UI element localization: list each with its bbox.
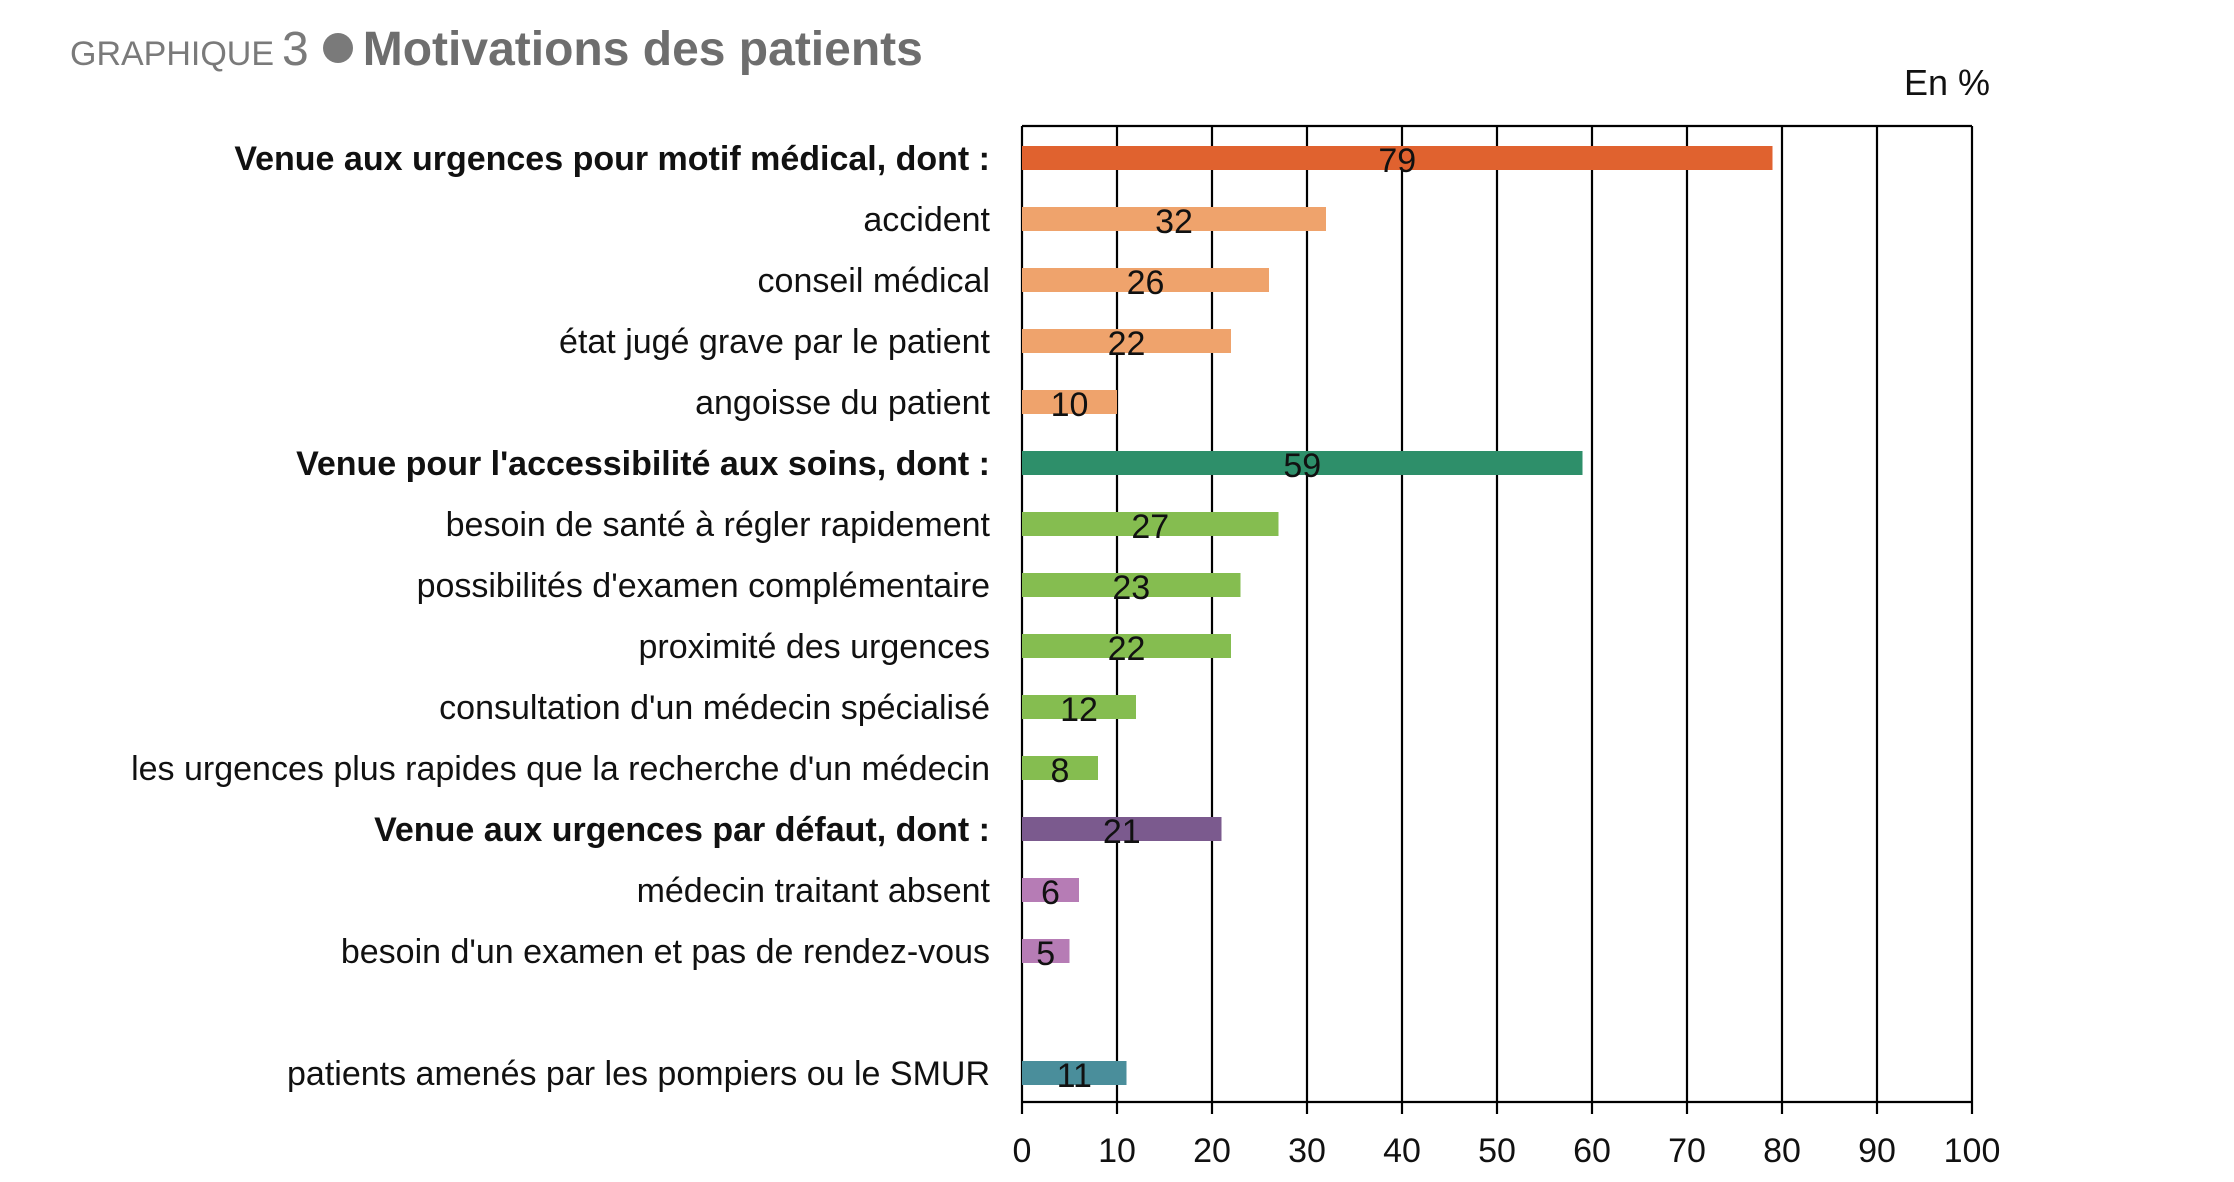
bar [1022, 1061, 1127, 1085]
x-tick-label: 100 [1944, 1132, 2001, 1170]
bullet-dot-icon [322, 33, 353, 63]
data-label: 5 [1036, 935, 1055, 973]
data-label: 21 [1103, 813, 1141, 851]
figure-title-prefix: GRAPHIQUE [70, 35, 275, 73]
bar [1022, 939, 1070, 963]
category-label: conseil médical [758, 262, 990, 300]
bar [1022, 817, 1222, 841]
data-label: 22 [1108, 630, 1146, 668]
bar [1022, 329, 1231, 353]
bar [1022, 573, 1241, 597]
x-tick-label: 0 [1013, 1132, 1032, 1170]
category-label: les urgences plus rapides que la recherc… [131, 750, 990, 788]
bar [1022, 878, 1079, 902]
bar [1022, 207, 1326, 231]
category-label: patients amenés par les pompiers ou le S… [287, 1055, 990, 1093]
data-label: 26 [1127, 264, 1165, 302]
category-label: accident [863, 201, 990, 239]
bar [1022, 390, 1117, 414]
data-label: 22 [1108, 325, 1146, 363]
x-tick-label: 80 [1763, 1132, 1801, 1170]
bar [1022, 756, 1098, 780]
data-label: 8 [1051, 752, 1070, 790]
data-label: 11 [1057, 1057, 1092, 1095]
data-label: 10 [1051, 386, 1089, 424]
category-label: proximité des urgences [638, 628, 990, 666]
data-label: 79 [1378, 142, 1416, 180]
bar [1022, 512, 1279, 536]
figure-number: 3 [282, 23, 309, 76]
data-label: 59 [1283, 447, 1321, 485]
category-label: médecin traitant absent [637, 872, 991, 910]
figure-title-main: Motivations des patients [362, 23, 923, 76]
x-tick-label: 90 [1858, 1132, 1896, 1170]
category-label: Venue aux urgences pour motif médical, d… [234, 140, 990, 178]
category-label: consultation d'un médecin spécialisé [439, 689, 990, 727]
data-label: 6 [1041, 874, 1060, 912]
figure-title: GRAPHIQUE 3 Motivations des patients [70, 22, 923, 82]
x-tick-label: 30 [1288, 1132, 1326, 1170]
data-label: 23 [1112, 569, 1150, 607]
category-label: possibilités d'examen complémentaire [417, 567, 990, 605]
x-tick-label: 60 [1573, 1132, 1611, 1170]
x-tick-label: 10 [1098, 1132, 1136, 1170]
category-label: état jugé grave par le patient [559, 323, 991, 361]
bar [1022, 268, 1269, 292]
category-label: angoisse du patient [695, 384, 990, 422]
x-tick-label: 40 [1383, 1132, 1421, 1170]
category-label: Venue aux urgences par défaut, dont : [374, 811, 990, 849]
x-tick-label: 20 [1193, 1132, 1231, 1170]
x-tick-label: 50 [1478, 1132, 1516, 1170]
bar [1022, 634, 1231, 658]
bar [1022, 451, 1583, 475]
category-label: Venue pour l'accessibilité aux soins, do… [296, 445, 990, 483]
data-label: 12 [1060, 691, 1098, 729]
unit-label: En % [1903, 62, 1990, 103]
bar [1022, 695, 1136, 719]
bar [1022, 146, 1773, 170]
data-label: 32 [1155, 203, 1193, 241]
category-label: besoin de santé à régler rapidement [446, 506, 991, 544]
x-tick-label: 70 [1668, 1132, 1706, 1170]
category-label: besoin d'un examen et pas de rendez-vous [341, 933, 990, 971]
data-label: 27 [1131, 508, 1169, 546]
